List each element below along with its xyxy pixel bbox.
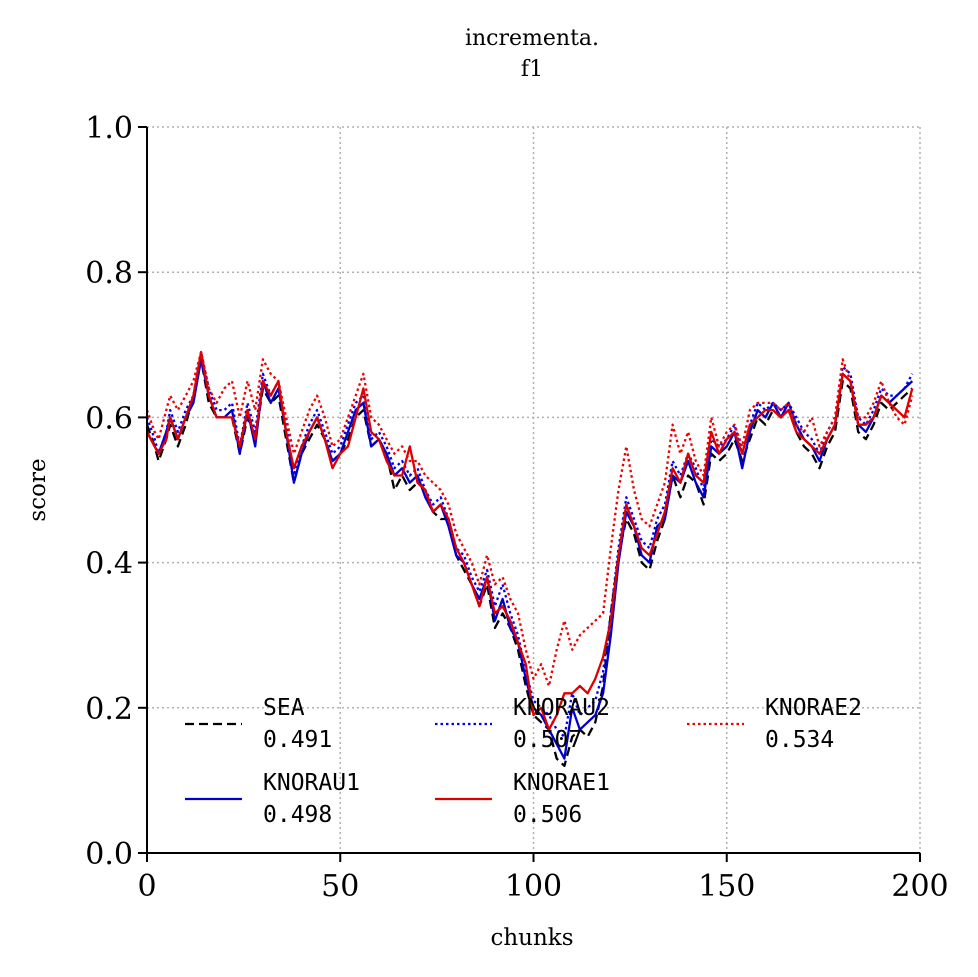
legend-series-name: KNORAE2 xyxy=(765,695,862,721)
legend-series-name: KNORAU1 xyxy=(263,770,360,796)
series-line-knorau1 xyxy=(145,358,914,760)
series-line-knorae1 xyxy=(145,350,914,731)
legend-series-score: 0.498 xyxy=(263,802,332,828)
x-tick-label: 50 xyxy=(321,869,359,904)
series-line-knorau2 xyxy=(145,350,914,738)
chart-title-line-1: incrementa. xyxy=(465,26,599,51)
legend-item-knorae1: KNORAE1 0.506 xyxy=(435,770,610,828)
legend-series-name: SEA xyxy=(263,695,305,721)
plot-lines xyxy=(145,350,914,768)
legend-item-knorau1: KNORAU1 0.498 xyxy=(185,770,360,828)
legend-item-knorae2: KNORAE2 0.534 xyxy=(687,695,862,753)
legend-series-score: 0.534 xyxy=(765,727,834,753)
series-line-knorae2 xyxy=(145,350,914,688)
legend: SEA 0.491 KNORAU1 0.498 KNORAU2 0.507 KNORAE1 0… xyxy=(185,695,862,828)
y-ticks: 0.0 0.2 0.4 0.6 0.8 1.0 xyxy=(85,111,147,872)
y-tick-label: 1.0 xyxy=(85,111,133,146)
x-tick-label: 200 xyxy=(891,869,948,904)
legend-series-score: 0.507 xyxy=(513,727,582,753)
y-axis-label: score xyxy=(25,458,51,521)
y-tick-label: 0.0 xyxy=(85,837,133,872)
y-tick-label: 0.2 xyxy=(85,692,133,727)
x-tick-label: 150 xyxy=(698,869,755,904)
legend-series-name: KNORAE1 xyxy=(513,770,610,796)
legend-series-score: 0.491 xyxy=(263,727,332,753)
legend-series-score: 0.506 xyxy=(513,802,582,828)
legend-item-sea: SEA 0.491 xyxy=(185,695,332,753)
chart-title-line-2: f1 xyxy=(521,57,543,82)
x-tick-label: 0 xyxy=(137,869,156,904)
x-ticks: 0 50 100 150 200 xyxy=(137,853,949,904)
x-axis-label: chunks xyxy=(490,925,573,951)
legend-item-knorau2: KNORAU2 0.507 xyxy=(435,695,610,753)
y-tick-label: 0.6 xyxy=(85,401,133,436)
y-tick-label: 0.4 xyxy=(85,547,133,582)
y-tick-label: 0.8 xyxy=(85,256,133,291)
x-tick-label: 100 xyxy=(505,869,562,904)
legend-series-name: KNORAU2 xyxy=(513,695,610,721)
